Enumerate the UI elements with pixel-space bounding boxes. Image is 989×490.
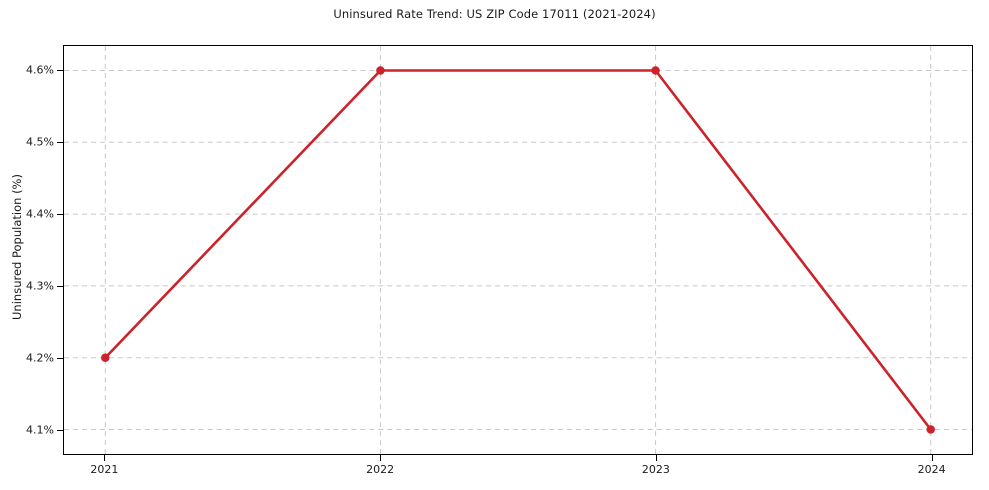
- y-axis-tick-mark: [57, 69, 63, 71]
- data-point-marker: [101, 353, 110, 362]
- y-axis-tick-label: 4.5%: [26, 135, 54, 149]
- data-point-marker: [376, 66, 385, 75]
- x-axis-tick-marks: [63, 455, 973, 463]
- series-line: [103, 69, 933, 431]
- y-axis-tick-mark: [57, 286, 63, 288]
- x-axis-tick-mark: [380, 455, 382, 461]
- y-axis-tick-label: 4.1%: [26, 423, 54, 437]
- x-axis-tick-mark: [655, 455, 657, 461]
- data-point-marker: [926, 425, 935, 434]
- y-axis-tick-mark: [57, 213, 63, 215]
- y-axis-tick-label: 4.6%: [26, 63, 54, 77]
- y-axis-tick-marks: [0, 45, 63, 455]
- y-axis-tick-label: 4.2%: [26, 351, 54, 365]
- y-axis-tick-label: 4.4%: [26, 207, 54, 221]
- y-axis-tick-mark: [57, 430, 63, 432]
- x-axis-tick-label: 2023: [641, 463, 670, 476]
- y-axis-tick-label: 4.3%: [26, 279, 54, 293]
- x-axis-tick-label: 2021: [90, 463, 119, 476]
- data-series-line: [101, 66, 935, 434]
- plot-area: [63, 45, 973, 455]
- x-axis-tick-mark: [931, 455, 933, 461]
- y-axis-tick-mark: [57, 141, 63, 143]
- y-axis-tick-labels: 4.1% 4.2% 4.3% 4.4% 4.5% 4.6%: [0, 45, 54, 455]
- data-point-marker: [651, 66, 660, 75]
- chart-title: Uninsured Rate Trend: US ZIP Code 17011 …: [333, 7, 656, 21]
- x-axis-tick-labels: 2021 2022 2023 2024: [63, 455, 973, 487]
- x-axis-tick-label: 2024: [917, 463, 946, 476]
- x-axis-tick-label: 2022: [366, 463, 395, 476]
- x-axis-tick-mark: [104, 455, 106, 461]
- y-axis-tick-mark: [57, 358, 63, 360]
